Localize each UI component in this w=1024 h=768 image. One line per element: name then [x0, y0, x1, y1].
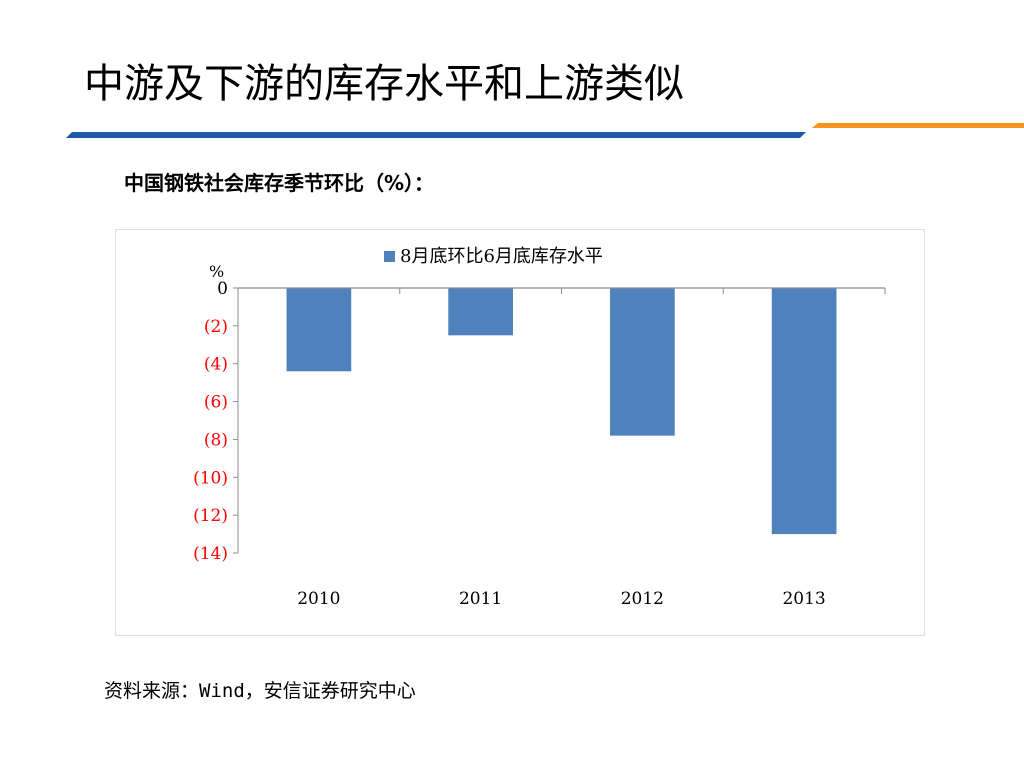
legend: 8月底环比6月底库存水平 — [384, 246, 603, 267]
bar-2010 — [286, 288, 352, 372]
legend-swatch — [384, 251, 395, 262]
y-tick-label: (14) — [193, 544, 228, 564]
chart-container: 8月底环比6月底库存水平 % 0 (2) (4) (6) (8) (10) (12) (14)… — [115, 229, 925, 636]
x-tick-label: 2010 — [297, 589, 340, 609]
source-prefix: 资料来源： — [104, 680, 200, 702]
source-suffix: 安信证券研究中心 — [263, 680, 416, 702]
x-tick-label: 2013 — [782, 589, 825, 609]
x-axis-labels: 2010 2011 2012 2013 — [297, 589, 826, 609]
title-rule — [66, 123, 1024, 138]
y-tick-label: (4) — [204, 355, 228, 375]
legend-label: 8月底环比6月底库存水平 — [400, 246, 603, 267]
y-tick-label: (12) — [193, 506, 228, 526]
y-tick-label: (2) — [204, 317, 228, 337]
bars — [286, 288, 837, 535]
y-tick-label: 0 — [217, 279, 228, 299]
y-tick-label: (8) — [204, 430, 228, 450]
title-rule-orange — [812, 123, 1024, 128]
bar-2013 — [771, 288, 837, 535]
y-axis-unit-label: % — [209, 262, 224, 281]
title-rule-blue — [66, 132, 806, 138]
source-note: 资料来源：Wind，安信证券研究中心 — [104, 676, 416, 706]
chart-subtitle: 中国钢铁社会库存季节环比（%）： — [124, 171, 435, 195]
y-tick-label: (6) — [204, 393, 228, 413]
slide-title: 中游及下游的库存水平和上游类似 — [84, 61, 684, 107]
x-tick-label: 2012 — [621, 589, 664, 609]
bar-2011 — [448, 288, 513, 336]
y-tick-label: (10) — [193, 468, 228, 488]
source-name: Wind， — [199, 680, 264, 702]
bar-chart: 8月底环比6月底库存水平 % 0 (2) (4) (6) (8) (10) (12) (14)… — [193, 246, 886, 609]
axes — [237, 287, 886, 553]
y-axis-ticks: 0 (2) (4) (6) (8) (10) (12) (14) — [193, 279, 238, 564]
bar-2012 — [610, 288, 675, 436]
x-tick-label: 2011 — [459, 589, 502, 609]
